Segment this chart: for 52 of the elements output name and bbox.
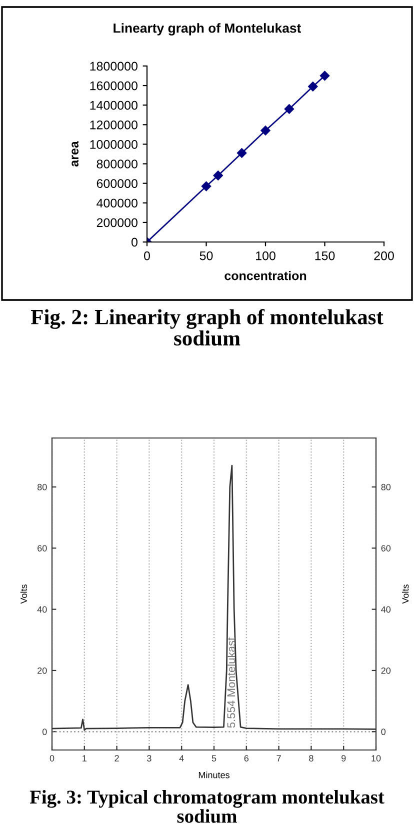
x-tick-label: 4 <box>179 755 184 762</box>
y2-axis-title: Volts <box>402 584 409 604</box>
point <box>284 104 294 114</box>
x-axis-title: concentration <box>224 271 306 280</box>
x-tick-label: 10 <box>372 755 381 762</box>
y-tick-label: 200000 <box>96 218 138 228</box>
point <box>260 126 270 136</box>
x-tick-label: 2 <box>114 755 119 762</box>
x-axis-title: Minutes <box>198 772 230 778</box>
x-tick-label: 150 <box>315 251 335 260</box>
x-tick-label: 1 <box>82 755 86 762</box>
y-tick-label: 1600000 <box>90 81 138 90</box>
point <box>320 70 330 81</box>
x-tick-label: 3 <box>147 755 152 762</box>
y-tick-label: 1200000 <box>90 120 138 130</box>
chart-title: Linearty graph of Montelukast <box>114 23 302 36</box>
y-tick-label: 1000000 <box>90 140 138 149</box>
x-tick-label: 0 <box>144 251 150 260</box>
annotation: 5.554 Montelukast <box>226 637 236 728</box>
x-tick-label: 100 <box>256 251 276 260</box>
y-tick-label: 1800000 <box>90 62 138 71</box>
x-tick-label: 5 <box>212 755 216 762</box>
x-tick-label: 8 <box>309 755 314 762</box>
y-tick-label: 0 <box>42 728 47 736</box>
x-tick-label: 7 <box>276 755 281 762</box>
y-tick-label: 600000 <box>96 179 138 188</box>
y-tick-label: 40 <box>37 606 47 613</box>
x-tick-label: 6 <box>244 755 249 762</box>
y-tick-label: 60 <box>38 545 47 552</box>
x-tick-label: 9 <box>342 755 346 762</box>
y-tick-label: 0 <box>132 238 138 247</box>
y2-tick-label: 20 <box>381 667 391 674</box>
caption: Fig. 3: Typical chromatogram montelukast sodium <box>30 790 384 823</box>
point <box>201 181 212 192</box>
caption: Fig. 2: Linearity graph of montelukast sodium <box>30 309 384 346</box>
y-tick-label: 800000 <box>96 160 138 168</box>
y-tick-label: 80 <box>37 484 47 490</box>
x-tick-label: 50 <box>200 251 213 260</box>
x-tick-label: 200 <box>374 251 394 260</box>
y2-tick-label: 40 <box>381 606 391 613</box>
y-tick-label: 400000 <box>96 198 138 208</box>
y-tick-label: 20 <box>38 667 47 674</box>
y-tick-label: 1400000 <box>90 100 138 110</box>
y-axis-title: area <box>72 141 79 166</box>
y2-tick-label: 0 <box>381 728 386 736</box>
y-axis-title: Volts <box>20 584 27 604</box>
point <box>213 170 223 180</box>
x-tick-label: 0 <box>50 755 54 762</box>
y2-tick-label: 80 <box>381 484 391 490</box>
y2-tick-label: 60 <box>381 545 391 552</box>
point <box>236 148 247 158</box>
point <box>308 82 318 92</box>
